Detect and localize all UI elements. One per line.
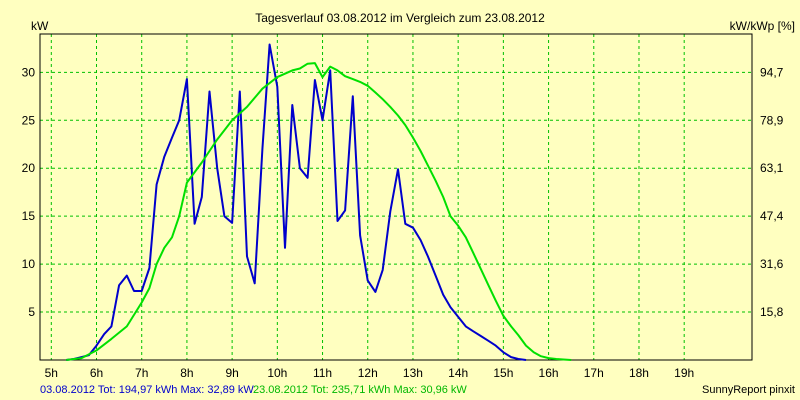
- right-tick-label: 15,8: [760, 305, 784, 319]
- right-axis-tick-labels: 15,8 31,6 47,4 63,1 78,9 94,7: [760, 65, 784, 319]
- series-lines: [66, 43, 572, 361]
- x-tick-label: 18h: [629, 366, 649, 380]
- left-tick-label: 15: [22, 209, 36, 223]
- x-tick-label: 9h: [225, 366, 238, 380]
- left-tick-label: 25: [22, 113, 36, 127]
- series-2-line: [66, 62, 572, 361]
- x-tick-label: 19h: [674, 366, 694, 380]
- left-tick-label: 10: [22, 257, 36, 271]
- left-tick-label: 5: [28, 305, 35, 319]
- x-tick-label: 14h: [448, 366, 468, 380]
- right-tick-label: 94,7: [760, 65, 784, 79]
- x-tick-label: 15h: [493, 366, 513, 380]
- x-tick-label: 11h: [313, 366, 332, 380]
- x-tick-label: 10h: [267, 366, 287, 380]
- chart-title: Tagesverlauf 03.08.2012 im Vergleich zum…: [255, 11, 545, 25]
- x-tick-label: 12h: [358, 366, 378, 380]
- legend-series-1-summary: 03.08.2012 Tot: 194,97 kWh Max: 32,89 kW: [40, 384, 254, 396]
- x-tick-label: 17h: [584, 366, 604, 380]
- left-tick-label: 20: [22, 161, 36, 175]
- series-1-line: [66, 43, 527, 361]
- right-tick-label: 63,1: [760, 161, 784, 175]
- left-axis-label: kW: [31, 19, 49, 33]
- right-axis-label: kW/kWp [%]: [730, 19, 795, 33]
- x-tick-label: 13h: [403, 366, 423, 380]
- right-tick-label: 31,6: [760, 257, 784, 271]
- horizontal-gridlines: [40, 71, 752, 313]
- left-tick-label: 30: [22, 65, 36, 79]
- credit-text: SunnyReport pinxit: [702, 384, 795, 396]
- x-tick-label: 8h: [180, 366, 193, 380]
- right-tick-label: 47,4: [760, 209, 784, 223]
- x-tick-label: 5h: [45, 366, 58, 380]
- x-axis-tick-labels: 5h 6h 7h 8h 9h 10h 11h 12h 13h 14h 15h 16h 17h 18h 19h: [45, 366, 695, 380]
- left-axis-tick-labels: 5 10 15 20 25 30: [22, 65, 36, 319]
- x-tick-label: 16h: [539, 366, 559, 380]
- legend-series-2-summary: 23.08.2012 Tot: 235,71 kWh Max: 30,96 kW: [253, 384, 467, 396]
- x-tick-label: 7h: [135, 366, 148, 380]
- plot-frame: [39, 33, 753, 361]
- x-tick-label: 6h: [90, 366, 103, 380]
- right-tick-label: 78,9: [760, 113, 784, 127]
